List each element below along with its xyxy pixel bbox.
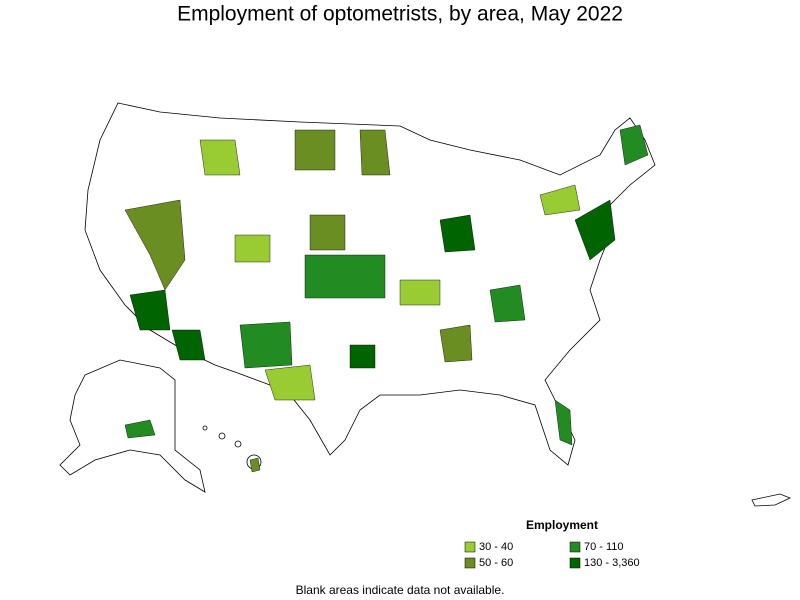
- map: [59, 102, 792, 507]
- legend-swatch: [569, 557, 581, 569]
- legend-title: Employment: [526, 518, 598, 532]
- legend: 30 - 40 70 - 110 50 - 60 130 - 3,360: [464, 541, 640, 569]
- area: [539, 184, 581, 216]
- legend-label: 70 - 110: [584, 541, 624, 553]
- area: [239, 321, 293, 369]
- area: [359, 129, 391, 176]
- map-title: Employment of optometrists, by area, May…: [177, 3, 623, 26]
- area: [554, 399, 573, 446]
- area: [574, 199, 616, 261]
- area: [199, 139, 241, 176]
- area: [619, 124, 649, 166]
- area: [304, 254, 386, 299]
- area: [264, 364, 316, 401]
- legend-label: 30 - 40: [479, 541, 513, 553]
- area: [439, 324, 473, 363]
- footnote: Blank areas indicate data not available.: [296, 583, 505, 597]
- legend-label: 130 - 3,360: [584, 557, 640, 569]
- employment-areas: [124, 124, 649, 473]
- area: [294, 129, 336, 171]
- legend-swatch: [569, 541, 581, 553]
- area: [439, 214, 476, 253]
- area: [399, 279, 441, 306]
- puerto-rico: [751, 493, 792, 507]
- area: [489, 284, 526, 323]
- area: [349, 344, 376, 369]
- legend-label: 50 - 60: [479, 557, 513, 569]
- area: [234, 234, 271, 263]
- area: [171, 329, 206, 361]
- legend-swatch: [464, 541, 476, 553]
- area: [124, 199, 186, 291]
- area: [309, 214, 346, 251]
- area: [129, 289, 171, 331]
- legend-swatch: [464, 557, 476, 569]
- area: [124, 419, 156, 439]
- area: [249, 457, 261, 473]
